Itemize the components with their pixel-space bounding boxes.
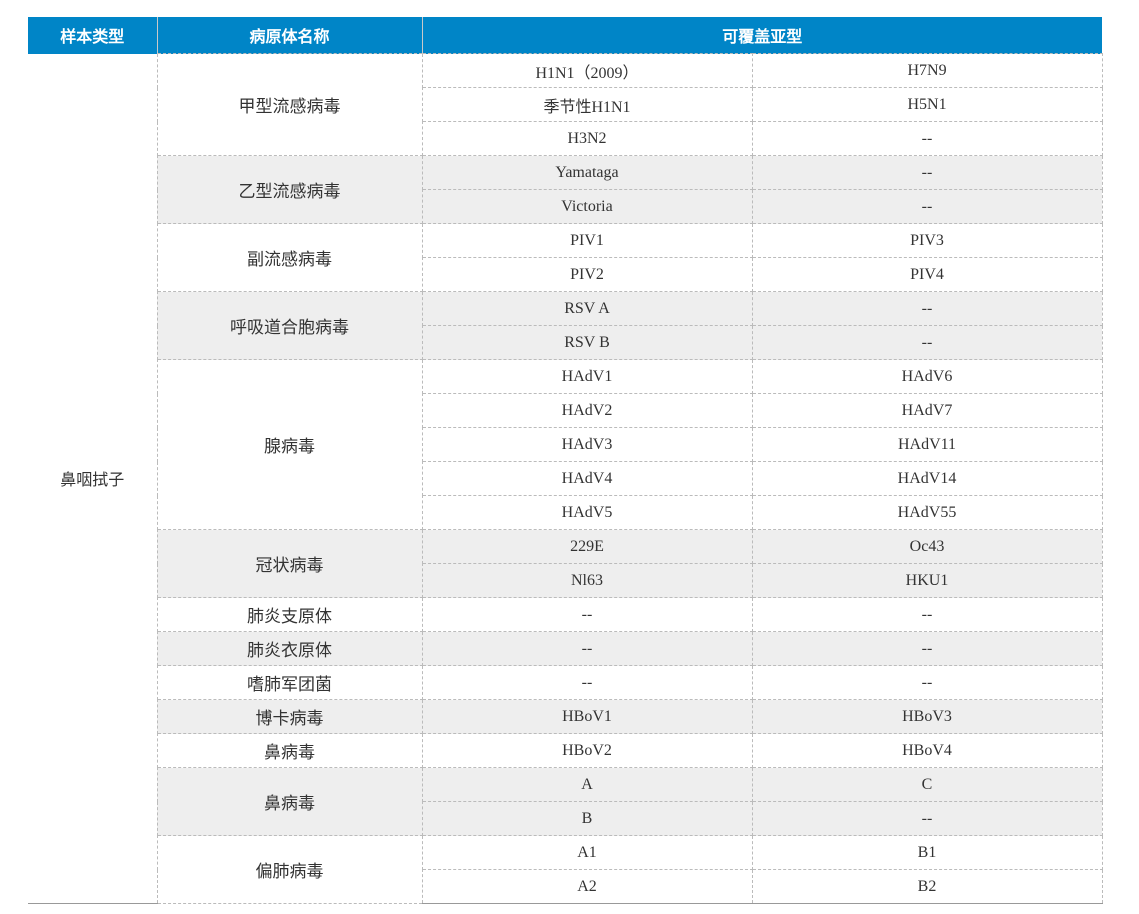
subtype-cell: HAdV5 — [421, 495, 753, 530]
subtype-cell: HAdV1 — [421, 359, 753, 394]
subtype-cell: C — [751, 767, 1103, 802]
table-body: 鼻咽拭子 甲型流感病毒 H1N1（2009） H7N9 季节性H1N1 H5N1 H3N2-… — [28, 53, 1103, 904]
pathogen-name-cell: 腺病毒 — [156, 359, 423, 530]
subtype-cell: HAdV11 — [751, 427, 1103, 462]
pathogen-name-cell: 嗜肺军团菌 — [156, 665, 423, 700]
subtype-cell: HAdV4 — [421, 461, 753, 496]
subtype-cell: A — [421, 767, 753, 802]
subtype-cell: H3N2 — [421, 121, 753, 156]
subtype-cell: Oc43 — [751, 529, 1103, 564]
subtype-cell: RSV A — [421, 291, 753, 326]
subtype-cell: -- — [751, 665, 1103, 700]
table-row: 鼻病毒 HBoV2 HBoV4 — [28, 733, 1103, 768]
table-row: 季节性H1N1 H5N1 — [28, 87, 1103, 122]
subtype-cell: PIV3 — [751, 223, 1103, 258]
subtype-cell: PIV1 — [421, 223, 753, 258]
subtype-cell: B2 — [751, 869, 1103, 904]
header-sample-type: 样本类型 — [28, 17, 157, 54]
table-row: 腺病毒 HAdV1 HAdV6 — [28, 359, 1103, 530]
pathogen-name-cell: 呼吸道合胞病毒 — [156, 291, 423, 360]
table-row: 冠状病毒 229E Oc43 — [28, 529, 1103, 598]
subtype-cell: B — [421, 801, 753, 836]
subtype-cell: HAdV55 — [751, 495, 1103, 530]
table-row: 呼吸道合胞病毒 RSV A -- — [28, 291, 1103, 360]
subtype-cell: PIV2 — [421, 257, 753, 292]
subtype-cell: -- — [751, 631, 1103, 666]
pathogen-name-cell: 乙型流感病毒 — [156, 155, 423, 224]
subtype-cell: HBoV1 — [421, 699, 753, 734]
table-row: RSV B -- — [28, 325, 1103, 360]
table-row: 乙型流感病毒 Yamataga -- — [28, 155, 1103, 224]
subtype-cell: HAdV2 — [421, 393, 753, 428]
subtype-cell: Yamataga — [421, 155, 753, 190]
table-row: Victoria -- — [28, 189, 1103, 224]
table-row: Nl63 HKU1 — [28, 563, 1103, 598]
table-row: PIV2 PIV4 — [28, 257, 1103, 292]
pathogen-subtype-table: 样本类型 病原体名称 可覆盖亚型 鼻咽拭子 甲型流感病毒 H1N1（2009） H7N… — [28, 17, 1103, 904]
subtype-cell: H7N9 — [751, 53, 1103, 88]
pathogen-name-cell: 肺炎衣原体 — [156, 631, 423, 666]
subtype-cell: -- — [751, 325, 1103, 360]
subtype-cell: RSV B — [421, 325, 753, 360]
header-subtypes: 可覆盖亚型 — [421, 17, 1103, 54]
subtype-cell: PIV4 — [751, 257, 1103, 292]
pathogen-name-cell: 冠状病毒 — [156, 529, 423, 598]
table-row: 肺炎支原体 -- -- — [28, 597, 1103, 632]
table-row: 嗜肺军团菌 -- -- — [28, 665, 1103, 700]
subtype-cell: 季节性H1N1 — [421, 87, 753, 122]
table-row: 博卡病毒 HBoV1 HBoV3 — [28, 699, 1103, 734]
pathogen-name-cell: 鼻病毒 — [156, 733, 423, 768]
pathogen-name-cell: 偏肺病毒 — [156, 835, 423, 904]
subtype-cell: -- — [751, 801, 1103, 836]
table-row: 鼻咽拭子 甲型流感病毒 H1N1（2009） H7N9 — [28, 53, 1103, 904]
table-row: HAdV4 HAdV14 — [28, 461, 1103, 496]
subtype-cell: HKU1 — [751, 563, 1103, 598]
subtype-cell: Victoria — [421, 189, 753, 224]
table-row: 肺炎衣原体 -- -- — [28, 631, 1103, 666]
subtype-cell: HAdV3 — [421, 427, 753, 462]
header-row: 样本类型 病原体名称 可覆盖亚型 — [28, 17, 1103, 54]
table-row: HAdV5 HAdV55 — [28, 495, 1103, 530]
subtype-cell: B1 — [751, 835, 1103, 870]
pathogen-name-cell: 鼻病毒 — [156, 767, 423, 836]
subtype-cell: -- — [421, 597, 753, 632]
subtype-cell: A2 — [421, 869, 753, 904]
pathogen-name-cell: 肺炎支原体 — [156, 597, 423, 632]
pathogen-name-cell: 博卡病毒 — [156, 699, 423, 734]
subtype-cell: HAdV14 — [751, 461, 1103, 496]
subtype-cell: A1 — [421, 835, 753, 870]
subtype-cell: -- — [751, 121, 1103, 156]
table-row: A2 B2 — [28, 869, 1103, 904]
subtype-cell: -- — [421, 631, 753, 666]
table-row: HAdV2 HAdV7 — [28, 393, 1103, 428]
table-row: 偏肺病毒 A1 B1 — [28, 835, 1103, 904]
subtype-cell: HBoV2 — [421, 733, 753, 768]
subtype-cell: -- — [751, 189, 1103, 224]
subtype-cell: -- — [751, 597, 1103, 632]
table-row: 鼻病毒 A C — [28, 767, 1103, 836]
subtype-cell: HAdV7 — [751, 393, 1103, 428]
subtype-cell: -- — [751, 291, 1103, 326]
table-row: HAdV3 HAdV11 — [28, 427, 1103, 462]
subtype-cell: -- — [751, 155, 1103, 190]
header-pathogen-name: 病原体名称 — [156, 17, 422, 54]
subtype-cell: H1N1（2009） — [421, 53, 753, 88]
subtype-cell: -- — [421, 665, 753, 700]
subtype-cell: HBoV4 — [751, 733, 1103, 768]
subtype-cell: HAdV6 — [751, 359, 1103, 394]
pathogen-name-cell: 甲型流感病毒 — [156, 53, 423, 156]
subtype-cell: HBoV3 — [751, 699, 1103, 734]
pathogen-name-cell: 副流感病毒 — [156, 223, 423, 292]
sample-type-cell: 鼻咽拭子 — [28, 53, 158, 904]
subtype-cell: Nl63 — [421, 563, 753, 598]
subtype-cell: 229E — [421, 529, 753, 564]
table-row: 副流感病毒 PIV1 PIV3 — [28, 223, 1103, 292]
table-row: H3N2 -- — [28, 121, 1103, 156]
subtype-cell: H5N1 — [751, 87, 1103, 122]
